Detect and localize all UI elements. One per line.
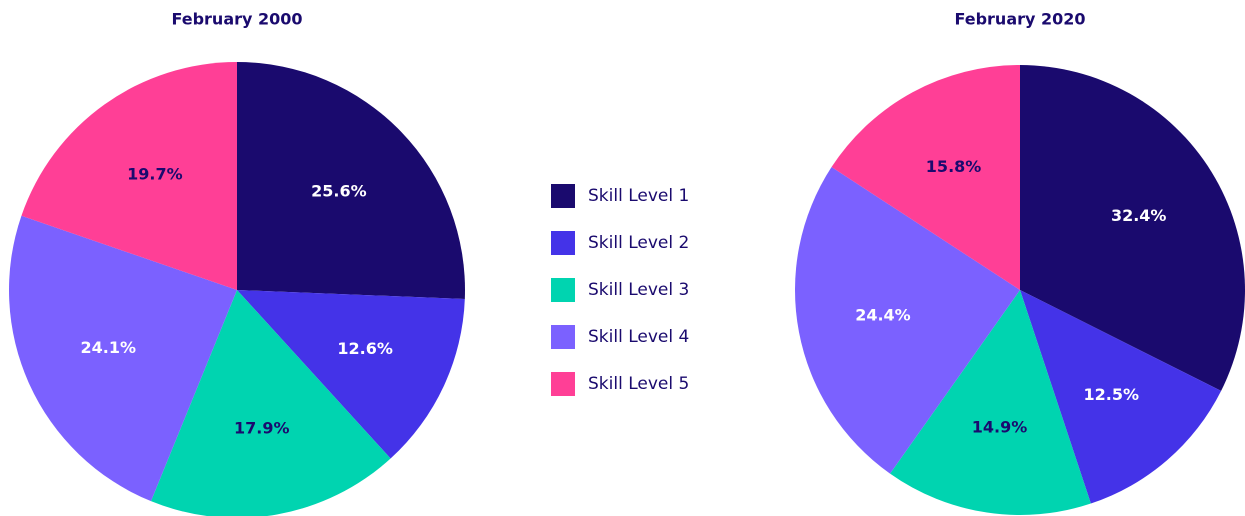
chart-title: February 2020 (954, 10, 1085, 29)
data-label: 19.7% (127, 164, 183, 183)
data-label: 25.6% (311, 182, 367, 201)
legend-swatch (551, 372, 575, 396)
legend-swatch (551, 325, 575, 349)
legend-label: Skill Level 3 (588, 280, 689, 300)
data-label: 12.6% (337, 339, 393, 358)
legend-label: Skill Level 5 (588, 374, 689, 394)
pie-slice (831, 65, 1020, 290)
data-label: 32.4% (1111, 206, 1167, 225)
pie-slice (1020, 65, 1245, 391)
data-label: 24.4% (855, 306, 911, 325)
pie-slice (1020, 290, 1222, 504)
data-label: 17.9% (234, 419, 290, 438)
legend-label: Skill Level 1 (588, 186, 689, 206)
legend-swatch (551, 184, 575, 208)
pie-slice (9, 215, 237, 502)
pie-slice (795, 167, 1020, 474)
data-label: 12.5% (1084, 385, 1140, 404)
legend-swatch (551, 231, 575, 255)
pie-slice (150, 290, 391, 516)
legend-label: Skill Level 2 (588, 233, 689, 253)
data-label: 14.9% (972, 417, 1028, 436)
pie-slice (21, 61, 237, 290)
pie-slice (237, 290, 465, 459)
data-label: 15.8% (926, 157, 982, 176)
data-label: 24.1% (81, 338, 137, 357)
pie-slice (237, 62, 466, 299)
pie-slice (890, 290, 1091, 515)
legend-swatch (551, 278, 575, 302)
chart-title: February 2000 (171, 10, 302, 29)
legend-label: Skill Level 4 (588, 327, 689, 347)
